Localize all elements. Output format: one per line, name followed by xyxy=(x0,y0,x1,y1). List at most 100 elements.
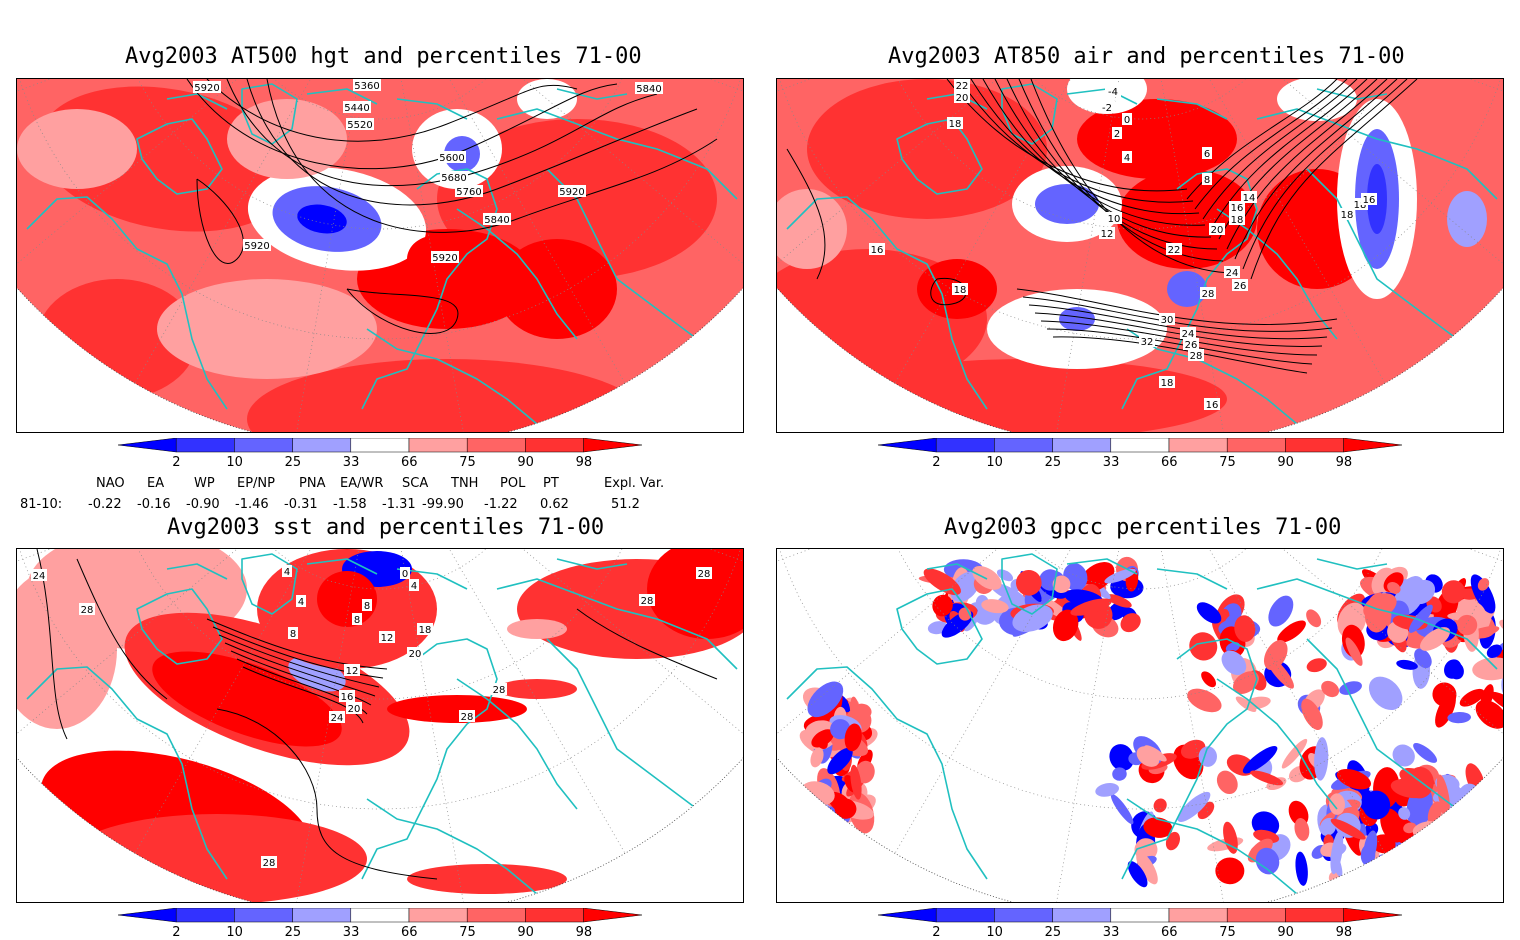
anomaly-region xyxy=(1024,617,1034,632)
colorbar-tick-label: 33 xyxy=(1102,455,1120,470)
anomaly-region xyxy=(1456,614,1478,636)
colorbar-segment xyxy=(292,907,352,923)
contour-label: 24 xyxy=(329,711,345,724)
index-header: POL xyxy=(500,476,526,491)
contour-label: 22 xyxy=(1166,243,1182,256)
anomaly-region xyxy=(1167,271,1207,307)
colorbar-segment xyxy=(1285,907,1344,923)
svg-text:18: 18 xyxy=(1161,378,1174,389)
index-header: PT xyxy=(543,476,559,491)
contour-label: 4 xyxy=(296,595,306,608)
contour-label: 28 xyxy=(261,856,277,869)
svg-text:5840: 5840 xyxy=(636,84,661,95)
svg-text:32: 32 xyxy=(1141,337,1154,348)
anomaly-region xyxy=(1012,604,1053,632)
longitude-gridline xyxy=(1139,79,1386,384)
anomaly-region xyxy=(1201,671,1216,688)
contour-line xyxy=(218,634,380,688)
longitude-gridline xyxy=(894,79,1141,384)
coastline xyxy=(926,558,1388,590)
anomaly-region xyxy=(1306,609,1322,628)
index-value: -1.58 xyxy=(333,497,367,512)
svg-text:-2: -2 xyxy=(1102,103,1112,114)
longitude-gridline xyxy=(134,79,381,384)
coastline xyxy=(1121,638,1338,880)
coastline xyxy=(166,88,628,120)
colorbar-segment xyxy=(234,907,293,923)
latitude-gridline xyxy=(17,79,743,340)
contour-label: 30 xyxy=(1159,313,1175,326)
svg-text:8: 8 xyxy=(354,615,360,626)
colorbar-tick-label: 10 xyxy=(226,455,243,470)
colorbar-tick-label: 98 xyxy=(1335,925,1353,940)
anomaly-region xyxy=(1215,857,1245,885)
colorbar-tick-label: 10 xyxy=(226,925,243,940)
svg-text:30: 30 xyxy=(1161,315,1174,326)
hemisphere-fill xyxy=(777,549,1503,902)
anomaly-region xyxy=(497,239,617,339)
anomaly-region xyxy=(1301,698,1323,731)
contour-label: 8 xyxy=(362,599,372,612)
colorbar-tick-label: 98 xyxy=(575,925,593,940)
index-header: TNH xyxy=(451,476,479,491)
anomaly-region xyxy=(17,109,137,189)
svg-text:18: 18 xyxy=(954,285,967,296)
index-value: -0.16 xyxy=(137,497,171,512)
contour-label: 22 xyxy=(954,79,970,92)
contour-line xyxy=(1210,79,1368,230)
svg-text:16: 16 xyxy=(871,245,884,256)
anomaly-region xyxy=(1368,676,1403,711)
longitude-gridline xyxy=(1139,79,1503,275)
colorbar-segment xyxy=(1052,437,1112,453)
colorbar-tick-label: 66 xyxy=(1161,925,1178,940)
anomaly-region xyxy=(807,681,844,718)
colorbar-arrow-low xyxy=(117,437,177,453)
contour-label: 5840 xyxy=(483,213,511,226)
contour-label: -2 xyxy=(1099,101,1115,114)
colorbar-tick-label: 2 xyxy=(932,925,941,940)
svg-text:14: 14 xyxy=(1243,193,1256,204)
anomaly-region xyxy=(1336,768,1372,790)
contour-label: 18 xyxy=(1339,208,1355,221)
anomaly-region xyxy=(1035,184,1099,224)
contour-line xyxy=(186,79,618,170)
contour-label: 20 xyxy=(954,91,970,104)
svg-text:18: 18 xyxy=(1231,215,1244,226)
colorbar-segment xyxy=(175,907,235,923)
anomaly-region xyxy=(1306,658,1327,673)
index-header: PNA xyxy=(299,476,326,491)
svg-text:5840: 5840 xyxy=(484,215,509,226)
anomaly-region xyxy=(1225,642,1240,653)
contour-label: 20 xyxy=(1209,223,1225,236)
coastline xyxy=(1001,553,1058,615)
index-header: EA/WR xyxy=(340,476,384,491)
anomaly-region xyxy=(1015,569,1042,596)
anomaly-region xyxy=(1232,671,1259,694)
anomaly-region xyxy=(1314,737,1329,781)
anomaly-region xyxy=(1413,743,1438,763)
anomaly-region xyxy=(387,695,527,723)
colorbar-tick-label: 33 xyxy=(342,455,360,470)
index-value: -0.90 xyxy=(186,497,220,512)
colorbar-air850: 2 10 25 33 66 75 90 98 xyxy=(877,437,1403,472)
svg-text:12: 12 xyxy=(1101,229,1114,240)
svg-text:8: 8 xyxy=(1204,175,1210,186)
colorbar-segment xyxy=(1168,437,1228,453)
colorbar-tick-label: 25 xyxy=(1044,455,1062,470)
colorbar-gpcc: 2 10 25 33 66 75 90 98 xyxy=(877,907,1403,940)
svg-text:4: 4 xyxy=(284,567,290,578)
index-header: WP xyxy=(194,476,215,491)
contour-label: 28 xyxy=(639,594,655,607)
colorbar-tick-label: 90 xyxy=(1277,925,1294,940)
svg-text:28: 28 xyxy=(493,685,506,696)
index-value: -0.31 xyxy=(284,497,318,512)
anomaly-region xyxy=(297,204,347,234)
anomaly-region xyxy=(1406,841,1429,859)
contour-label: 5840 xyxy=(635,82,663,95)
svg-text:24: 24 xyxy=(1182,329,1195,340)
anomaly-region xyxy=(1070,598,1112,616)
svg-text:20: 20 xyxy=(1211,225,1224,236)
anomaly-region xyxy=(497,679,577,699)
colorbar-tick-label: 90 xyxy=(517,925,534,940)
anomaly-region xyxy=(1321,680,1340,698)
